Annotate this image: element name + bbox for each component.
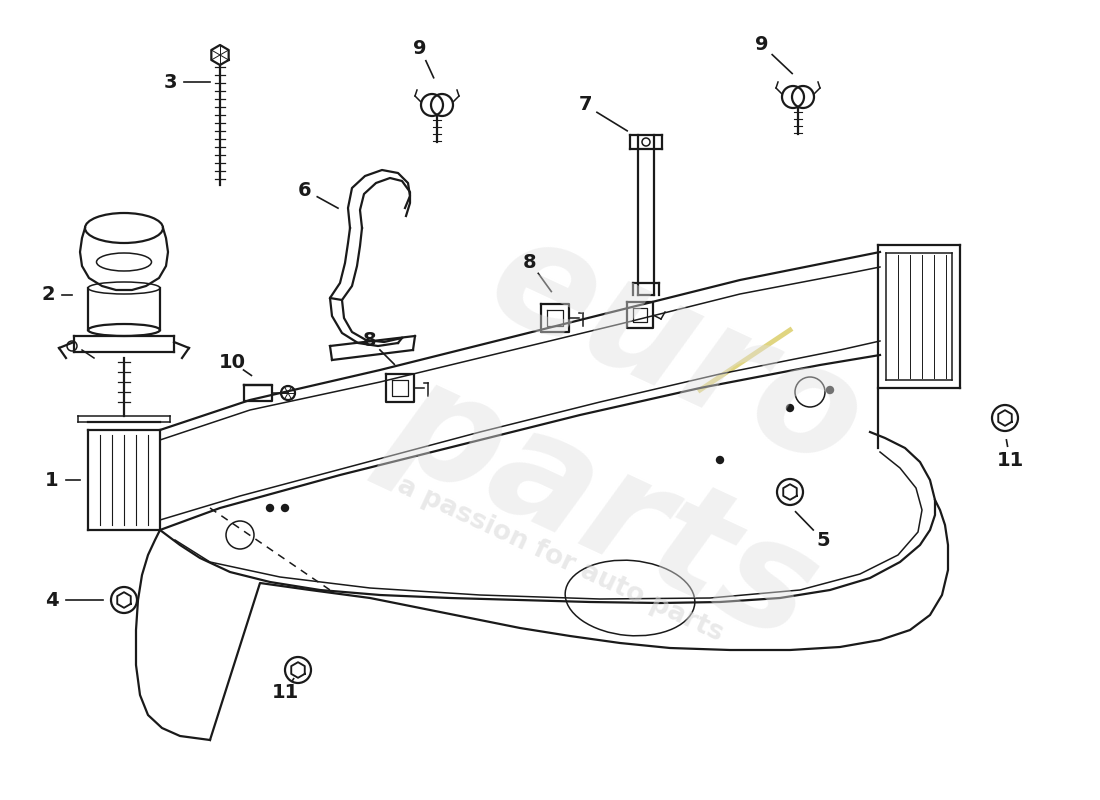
Text: 9: 9 xyxy=(756,35,769,54)
Text: 11: 11 xyxy=(272,682,298,702)
Text: 2: 2 xyxy=(41,286,55,305)
Text: 10: 10 xyxy=(219,353,245,371)
Text: 8: 8 xyxy=(524,253,537,271)
Text: 7: 7 xyxy=(579,95,592,114)
Text: 6: 6 xyxy=(298,181,311,199)
Text: 4: 4 xyxy=(45,590,58,610)
Text: 11: 11 xyxy=(997,450,1024,470)
Circle shape xyxy=(266,505,274,511)
Text: 1: 1 xyxy=(45,470,58,490)
Circle shape xyxy=(716,457,724,463)
Text: 9: 9 xyxy=(414,38,427,58)
Circle shape xyxy=(282,505,288,511)
Text: 8: 8 xyxy=(363,330,377,350)
Text: euro
parts: euro parts xyxy=(367,189,913,671)
Text: 5: 5 xyxy=(816,530,829,550)
Circle shape xyxy=(826,386,834,394)
Circle shape xyxy=(786,405,793,411)
Text: a passion for auto parts: a passion for auto parts xyxy=(393,473,727,647)
Text: 3: 3 xyxy=(163,73,177,91)
